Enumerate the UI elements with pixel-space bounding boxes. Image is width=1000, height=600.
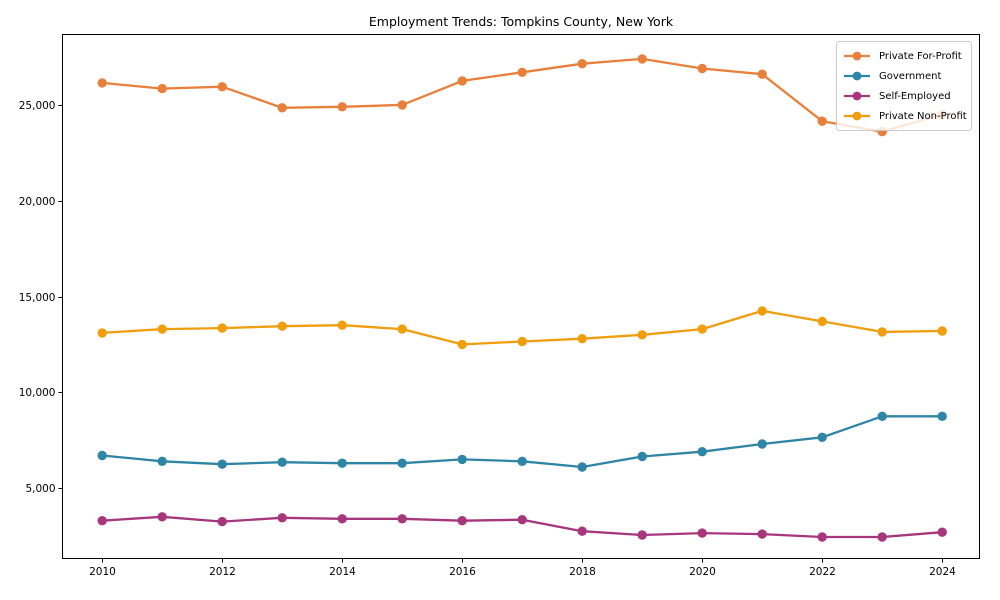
series-self-employed-marker <box>757 529 767 539</box>
series-private-for-profit-marker <box>637 54 647 64</box>
series-private-non-profit-marker <box>637 330 647 340</box>
legend-line-sample-icon <box>844 51 870 61</box>
series-private-non-profit-marker <box>877 327 887 337</box>
series-private-non-profit-marker <box>97 328 107 338</box>
series-self-employed-marker <box>697 528 707 538</box>
legend-item-private-for-profit: Private For-Profit <box>844 46 965 66</box>
series-private-for-profit-marker <box>397 100 407 110</box>
series-private-for-profit-marker <box>577 59 587 69</box>
series-self-employed-marker <box>277 513 287 523</box>
legend-line-sample-icon <box>844 111 870 121</box>
x-tick-label: 2016 <box>449 566 476 578</box>
series-self-employed-marker <box>517 515 527 525</box>
series-self-employed-marker <box>97 516 107 526</box>
series-private-for-profit-marker <box>697 63 707 74</box>
series-private-non-profit-marker <box>937 326 947 336</box>
legend-item-self-employed: Self-Employed <box>844 86 965 106</box>
series-private-non-profit-marker <box>397 324 407 334</box>
series-private-non-profit-marker <box>817 316 827 327</box>
legend-label: Government <box>879 70 942 82</box>
series-government-marker <box>757 439 767 449</box>
series-private-for-profit-marker <box>817 116 827 126</box>
series-government-marker <box>817 432 827 442</box>
y-tick-label: 10,000 <box>19 387 56 399</box>
series-government-marker <box>157 456 167 466</box>
series-self-employed-marker <box>457 516 467 526</box>
series-private-non-profit-marker <box>517 336 527 347</box>
series-government-marker <box>277 457 287 467</box>
legend-label: Self-Employed <box>879 90 951 102</box>
x-tick-label: 2024 <box>929 566 956 578</box>
series-self-employed-marker <box>577 526 587 536</box>
legend-line-sample-icon <box>844 71 870 81</box>
x-tick-label: 2012 <box>209 566 236 578</box>
series-private-for-profit-marker <box>337 102 347 112</box>
x-tick-label: 2022 <box>809 566 836 578</box>
series-self-employed-marker <box>157 512 167 522</box>
series-private-for-profit-marker <box>517 67 527 78</box>
series-private-for-profit-marker <box>97 78 107 88</box>
series-government-marker <box>937 411 947 421</box>
series-private-non-profit-marker <box>457 339 467 350</box>
legend-item-government: Government <box>844 66 965 86</box>
series-private-for-profit-marker <box>457 76 467 86</box>
y-tick-label: 25,000 <box>19 100 56 112</box>
x-tick-label: 2014 <box>329 566 356 578</box>
series-self-employed-marker <box>397 514 407 524</box>
series-government-marker <box>877 411 887 421</box>
x-tick-label: 2010 <box>89 566 116 578</box>
series-private-non-profit-marker <box>337 320 347 330</box>
series-private-non-profit-marker <box>277 321 287 331</box>
legend-item-private-non-profit: Private Non-Profit <box>844 106 967 126</box>
series-government-marker <box>217 459 227 469</box>
series-government-marker <box>637 451 647 462</box>
series-private-for-profit-marker <box>157 83 167 94</box>
chart-title: Employment Trends: Tompkins County, New … <box>368 14 674 29</box>
y-tick-label: 20,000 <box>19 196 56 208</box>
series-government-marker <box>97 450 107 461</box>
series-self-employed-marker <box>817 532 827 542</box>
legend-label: Private For-Profit <box>879 50 962 62</box>
series-private-non-profit-marker <box>757 306 767 316</box>
series-self-employed-marker <box>637 530 647 540</box>
series-self-employed-marker <box>337 514 347 524</box>
series-self-employed-marker <box>217 516 227 527</box>
series-private-non-profit-marker <box>157 324 167 334</box>
y-tick-label: 15,000 <box>19 292 56 304</box>
axes-spines <box>62 34 980 559</box>
x-tick-label: 2020 <box>689 566 716 578</box>
series-private-for-profit-marker <box>277 103 287 113</box>
series-self-employed-marker <box>937 527 947 537</box>
series-private-for-profit-marker <box>217 82 227 92</box>
series-private-non-profit-marker <box>577 334 587 344</box>
legend: Private For-Profit Government Self-Employe… <box>836 41 972 131</box>
y-tick-label: 5,000 <box>25 483 55 495</box>
series-government-marker <box>337 458 347 468</box>
series-government-marker <box>397 458 407 468</box>
series-government-marker <box>697 447 707 457</box>
x-tick-label: 2018 <box>569 566 596 578</box>
series-self-employed-marker <box>877 532 887 542</box>
series-private-non-profit-marker <box>217 323 227 333</box>
series-government-marker <box>457 454 467 465</box>
series-government-marker <box>517 456 527 466</box>
series-private-non-profit-marker <box>697 324 707 334</box>
series-private-for-profit-marker <box>757 69 767 79</box>
legend-label: Private Non-Profit <box>879 110 967 122</box>
series-government-marker <box>577 462 587 472</box>
legend-line-sample-icon <box>844 91 870 101</box>
